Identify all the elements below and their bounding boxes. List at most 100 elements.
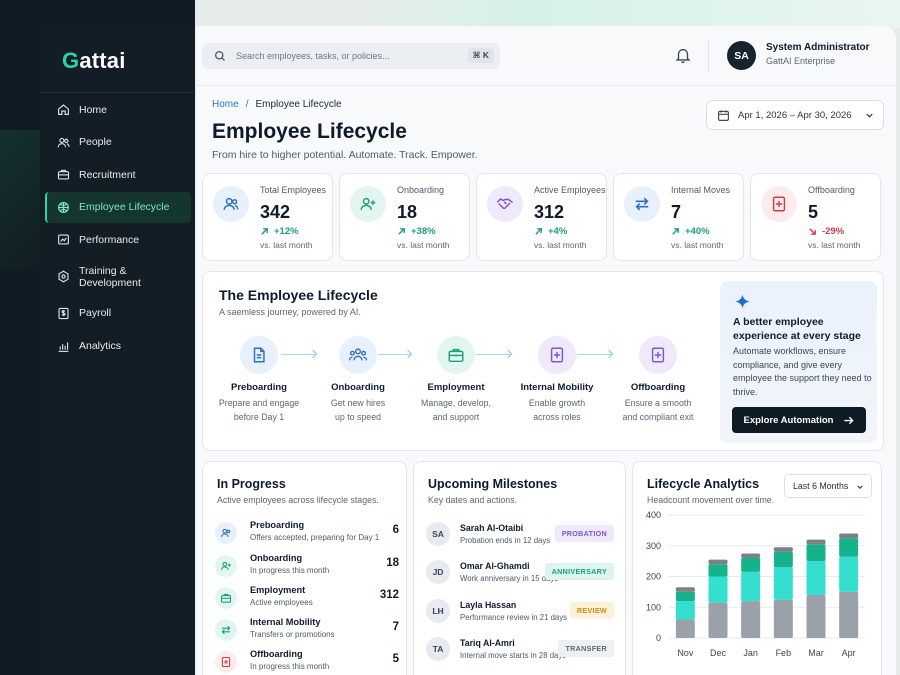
progress-count: 6 [392, 524, 399, 536]
bar-segment [806, 544, 826, 562]
lifecycle-panel: The Employee Lifecycle A saemless journe… [202, 271, 884, 451]
stage-name: Employment [427, 382, 485, 393]
bar-segment [741, 601, 761, 638]
calendar-icon [718, 109, 729, 121]
progress-name: Internal Mobility [250, 617, 321, 627]
bar-segment [773, 599, 793, 638]
milestone-row[interactable]: TA Tariq Al-Amri Internal move starts in… [426, 637, 614, 667]
x-tick-label: Mar [808, 648, 824, 658]
chart-icon [57, 233, 70, 246]
select-value: Last 6 Months [793, 481, 849, 491]
milestone-row[interactable]: LH Layla Hassan Performance review in 21… [426, 599, 614, 629]
sidebar-item-home[interactable]: Home [45, 94, 191, 125]
bar-segment [839, 533, 859, 539]
progress-row-employment[interactable]: Employment Active employees 312 [215, 585, 399, 615]
stage-offboarding[interactable]: Offboarding Ensure a smooth and compliant… [606, 336, 710, 424]
sidebar-item-label: Employee Lifecycle [79, 201, 170, 214]
exit-door-icon [639, 336, 677, 374]
stat-note: vs. last month [534, 240, 587, 250]
card-title: Upcoming Milestones [428, 477, 558, 491]
milestone-row[interactable]: JD Omar Al-Ghamdi Work anniversary in 15… [426, 560, 614, 590]
milestones-card: Upcoming Milestones Key dates and action… [413, 461, 626, 675]
search-icon [214, 50, 225, 61]
trend-down-icon [809, 228, 816, 235]
sidebar-item-payroll[interactable]: Payroll [45, 298, 191, 329]
stat-label: Active Employees [534, 185, 606, 195]
lifecycle-subtitle: A saemless journey, powered by AI. [219, 307, 361, 317]
search-bar[interactable]: ⌘ K [202, 43, 500, 69]
analytics-card: Lifecycle Analytics Headcount movement o… [632, 461, 882, 675]
avatar: LH [426, 599, 450, 623]
progress-name: Onboarding [250, 553, 303, 563]
promo-text: Automate workflows, ensure compliance, a… [733, 346, 872, 397]
background-glow [360, 0, 900, 28]
swap-icon [624, 186, 660, 222]
progress-row-offboarding[interactable]: Offboarding In progress this month 5 [215, 649, 399, 675]
top-bar: ⌘ K SA System Administrator GattAI Enter… [196, 26, 897, 86]
trend-up-icon [398, 228, 405, 235]
stat-card-internal-moves[interactable]: Internal Moves 7 +40% vs. last month [613, 173, 744, 261]
stat-card-active-employees[interactable]: Active Employees 312 +4% vs. last month [476, 173, 607, 261]
progress-row-internal-mobility[interactable]: Internal Mobility Transfers or promotion… [215, 617, 399, 647]
stage-desc: Manage, develop, and support [421, 398, 491, 422]
page-title: Employee Lifecycle [212, 120, 407, 143]
stage-arrow [577, 354, 611, 355]
stat-card-offboarding[interactable]: Offboarding 5 -29% vs. last month [750, 173, 881, 261]
search-input[interactable] [236, 51, 446, 61]
stat-card-onboarding[interactable]: Onboarding 18 +38% vs. last month [339, 173, 470, 261]
date-range-picker[interactable]: Apr 1, 2026 – Apr 30, 2026 [706, 100, 884, 130]
bar-segment [741, 558, 761, 572]
exit-icon [215, 651, 237, 673]
progress-count: 7 [392, 621, 399, 633]
stat-card-total-employees[interactable]: Total Employees 342 +12% vs. last month [202, 173, 333, 261]
stage-desc: Ensure a smooth and compliant exit [622, 398, 694, 422]
sidebar-item-people[interactable]: People [45, 127, 191, 158]
y-tick-label: 200 [646, 572, 661, 582]
stage-arrow [378, 354, 410, 355]
stat-label: Total Employees [260, 185, 327, 195]
bar-segment [708, 602, 728, 638]
milestone-name: Tariq Al-Amri [460, 638, 515, 648]
bar-segment [708, 559, 728, 565]
sidebar-item-training-development[interactable]: Training & Development [45, 257, 191, 297]
milestone-row[interactable]: SA Sarah Al-Otaibi Probation ends in 12 … [426, 522, 614, 552]
automation-promo: A better employee experience at every st… [720, 281, 877, 443]
user-avatar[interactable]: SA [727, 41, 756, 70]
sidebar-item-label: Training & Development [79, 264, 141, 289]
breadcrumb-separator: / [245, 99, 249, 110]
stat-label: Internal Moves [671, 185, 731, 195]
sidebar-item-employee-lifecycle[interactable]: Employee Lifecycle [45, 191, 191, 223]
bar-segment [806, 594, 826, 638]
stage-internal-mobility[interactable]: Internal Mobility Enable growth across ro… [505, 336, 609, 424]
sidebar: Gattai Home People Recruitment Employee … [40, 26, 195, 675]
sidebar-divider [40, 92, 195, 93]
app-logo[interactable]: Gattai [62, 48, 126, 73]
progress-row-preboarding[interactable]: Preboarding Offers accepted, preparing f… [215, 520, 399, 550]
breadcrumb: Home / Employee Lifecycle [212, 99, 342, 110]
y-tick-label: 400 [646, 510, 661, 520]
stage-employment[interactable]: Employment Manage, develop, and support [404, 336, 508, 424]
user-name[interactable]: System Administrator [766, 42, 870, 53]
notification-bell-icon[interactable] [674, 46, 692, 64]
time-range-select[interactable]: Last 6 Months [784, 474, 872, 498]
stage-preboarding[interactable]: Preboarding Prepare and engage before Day… [207, 336, 311, 424]
trend-up-icon [261, 228, 268, 235]
milestone-name: Omar Al-Ghamdi [460, 561, 530, 571]
sidebar-item-performance[interactable]: Performance [45, 224, 191, 255]
progress-row-onboarding[interactable]: Onboarding In progress this month 18 [215, 553, 399, 583]
x-tick-label: Nov [677, 648, 694, 658]
bar-segment [675, 619, 695, 638]
bar-segment [708, 564, 728, 577]
progress-desc: Transfers or promotions [250, 630, 335, 639]
stage-onboarding[interactable]: Onboarding Get new hires up to speed [306, 336, 410, 424]
sidebar-item-recruitment[interactable]: Recruitment [45, 159, 191, 190]
progress-desc: Active employees [250, 598, 313, 607]
chevron-down-icon [857, 485, 863, 490]
breadcrumb-home-link[interactable]: Home [212, 99, 239, 110]
sidebar-item-analytics[interactable]: Analytics [45, 331, 191, 362]
card-title: Lifecycle Analytics [647, 477, 760, 491]
user-organization: GattAI Enterprise [766, 56, 836, 66]
handshake-icon [487, 186, 523, 222]
explore-automation-button[interactable]: Explore Automation [732, 407, 866, 433]
stat-label: Offboarding [808, 185, 855, 195]
